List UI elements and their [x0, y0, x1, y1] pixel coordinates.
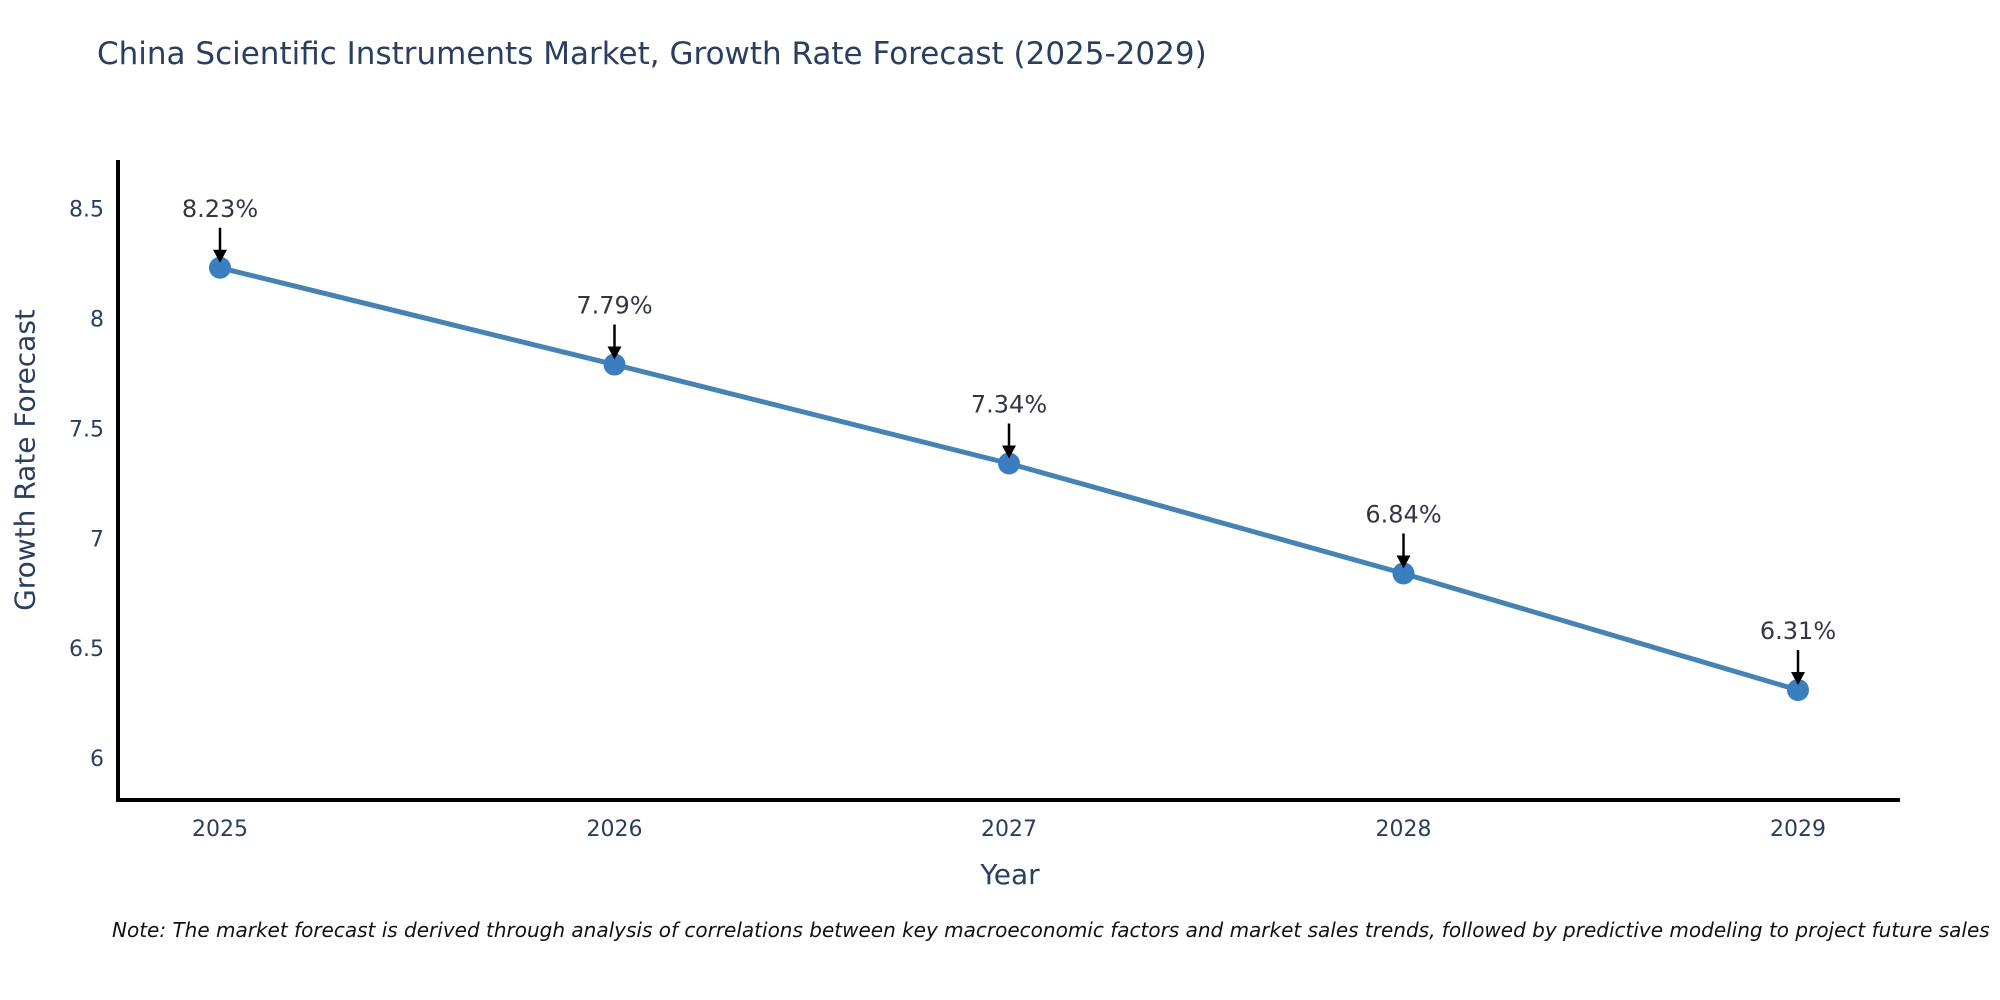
annotation-arrow-head	[1396, 555, 1411, 569]
chart-title: China Scientific Instruments Market, Gro…	[97, 36, 1207, 72]
x-tick-label: 2029	[1770, 817, 1826, 842]
y-tick-label: 6.5	[69, 637, 104, 662]
y-tick-label: 6	[90, 747, 104, 772]
data-point-marker	[1787, 679, 1809, 702]
y-tick-label: 8	[90, 307, 104, 332]
footnote: Note: The market forecast is derived thr…	[112, 918, 1990, 942]
series-line	[217, 265, 1801, 693]
y-tick-label: 8.5	[69, 197, 104, 222]
y-tick-label: 7.5	[69, 417, 104, 442]
annotation-arrow-head	[607, 346, 622, 360]
annotation-arrow-head	[1002, 445, 1016, 459]
data-point-marker	[603, 353, 626, 376]
data-point-label: 8.23%	[182, 195, 258, 223]
annotation-arrow-head	[213, 249, 227, 263]
data-point-label: 6.84%	[1365, 500, 1441, 528]
x-tick-label: 2026	[587, 817, 643, 842]
x-tick-label: 2025	[192, 817, 248, 842]
y-tick-label: 7	[90, 527, 104, 552]
data-point-marker	[1392, 562, 1415, 585]
x-tick-label: 2027	[981, 817, 1037, 842]
x-tick-label: 2028	[1376, 817, 1432, 842]
data-point-label: 6.31%	[1760, 617, 1836, 645]
x-axis-title: Year	[980, 858, 1040, 891]
data-point-marker	[209, 256, 231, 279]
data-point-label: 7.34%	[971, 391, 1047, 419]
annotation-arrow-head	[1791, 672, 1805, 686]
data-point-label: 7.79%	[576, 292, 652, 320]
data-point-marker	[998, 452, 1020, 475]
